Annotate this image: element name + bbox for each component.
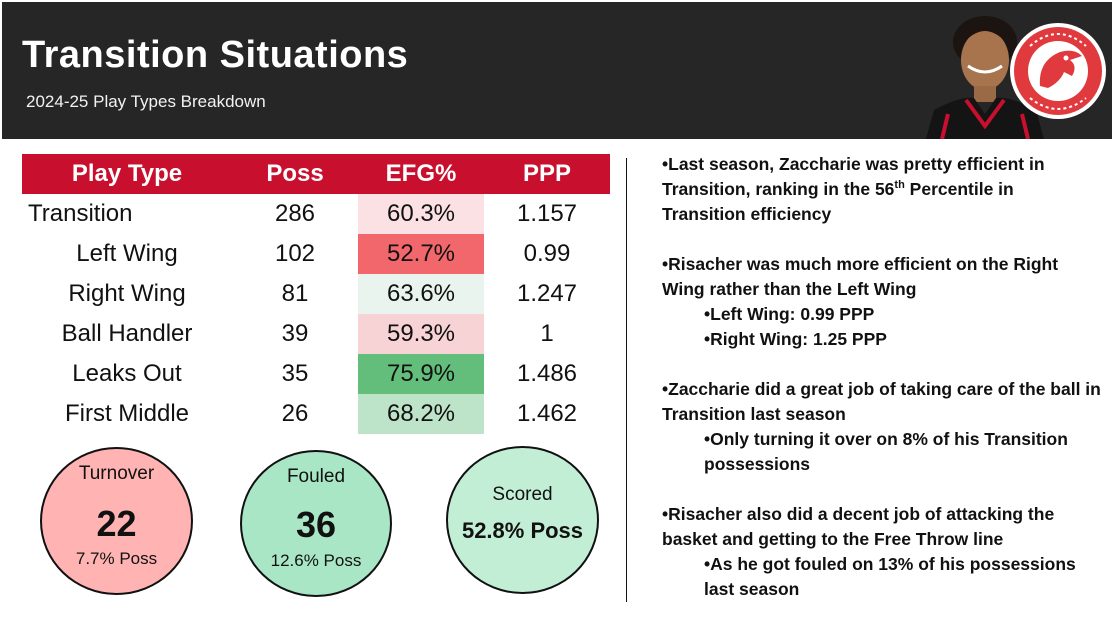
poss-cell: 102 xyxy=(274,240,316,267)
note-foul-rate: •As he got fouled on 13% of his possessi… xyxy=(704,554,1076,599)
turnover-value: 22 xyxy=(96,503,137,544)
page-title: Transition Situations xyxy=(22,34,409,76)
ppp-cell: 1.462 xyxy=(516,400,578,427)
fouled-label: Fouled xyxy=(286,466,346,487)
table-row: Left Wing 102 52.7% 0.99 xyxy=(22,234,610,274)
efg-cell: 68.2% xyxy=(358,394,484,434)
poss-cell: 286 xyxy=(274,200,316,227)
page-subtitle: 2024-25 Play Types Breakdown xyxy=(26,92,266,111)
note-efficiency-text: •Last season, Zaccharie was pretty effic… xyxy=(662,154,1045,199)
play-type-cell: Right Wing xyxy=(68,280,186,307)
column-header-ppp: PPP xyxy=(484,154,610,194)
table-row: Leaks Out 35 75.9% 1.486 xyxy=(22,354,610,394)
poss-cell: 26 xyxy=(281,400,309,427)
note-efficiency: •Last season, Zaccharie was pretty effic… xyxy=(662,152,1102,227)
fouled-value: 36 xyxy=(295,504,337,545)
table-row: First Middle 26 68.2% 1.462 xyxy=(22,394,610,434)
play-type-cell: Transition xyxy=(28,200,133,227)
poss-cell: 35 xyxy=(281,360,309,387)
note-right-wing: •Right Wing: 1.25 PPP xyxy=(704,329,887,349)
hawks-logo xyxy=(1010,23,1106,119)
vertical-divider xyxy=(626,158,627,602)
efg-cell: 63.6% xyxy=(358,274,484,314)
efg-cell: 60.3% xyxy=(358,194,484,234)
poss-cell: 81 xyxy=(281,280,309,307)
note-wings: •Risacher was much more efficient on the… xyxy=(662,254,1059,299)
ppp-cell: 1.486 xyxy=(516,360,578,387)
table-header-row: Play Type Poss EFG% PPP xyxy=(22,154,610,194)
note-left-wing: •Left Wing: 0.99 PPP xyxy=(704,304,875,324)
ppp-cell: 1 xyxy=(540,320,554,347)
column-header-poss: Poss xyxy=(232,154,358,194)
header-banner: Transition Situations 2024-25 Play Types… xyxy=(2,2,1112,139)
play-type-table: Play Type Poss EFG% PPP Transition 286 6… xyxy=(22,154,610,434)
table-row: Transition 286 60.3% 1.157 xyxy=(22,194,610,234)
poss-cell: 39 xyxy=(281,320,309,347)
column-header-efg: EFG% xyxy=(358,154,484,194)
ppp-cell: 1.157 xyxy=(516,200,578,227)
efg-cell: 59.3% xyxy=(358,314,484,354)
scored-label: Scored xyxy=(492,484,553,505)
note-turnover-rate: •Only turning it over on 8% of his Trans… xyxy=(704,429,1068,474)
note-efficiency-text-end: Percentile in Transition efficiency xyxy=(662,179,1014,224)
fouled-sub: 12.6% Poss xyxy=(270,551,362,570)
play-type-cell: First Middle xyxy=(64,400,190,427)
play-type-cell: Leaks Out xyxy=(72,360,182,387)
table-row: Right Wing 81 63.6% 1.247 xyxy=(22,274,610,314)
scored-circle: Scored 52.8% Poss xyxy=(446,446,599,594)
table-row: Ball Handler 39 59.3% 1 xyxy=(22,314,610,354)
turnover-label: Turnover xyxy=(78,463,155,484)
column-header-play-type: Play Type xyxy=(22,154,232,194)
play-type-cell: Left Wing xyxy=(76,240,178,267)
play-type-cell: Ball Handler xyxy=(61,320,193,347)
turnover-circle: Turnover 22 7.7% Poss xyxy=(40,447,193,595)
turnover-sub: 7.7% Poss xyxy=(75,549,158,568)
ppp-cell: 1.247 xyxy=(516,280,578,307)
fouled-circle: Fouled 36 12.6% Poss xyxy=(240,450,392,597)
note-efficiency-suffix: th xyxy=(894,179,905,192)
note-attacking: •Risacher also did a decent job of attac… xyxy=(662,504,1055,549)
efg-cell: 52.7% xyxy=(358,234,484,274)
efg-cell: 75.9% xyxy=(358,354,484,394)
note-ball-care: •Zaccharie did a great job of taking car… xyxy=(662,379,1101,424)
player-photo xyxy=(926,16,1044,139)
scored-value: 52.8% Poss xyxy=(461,518,584,543)
notes-panel: •Last season, Zaccharie was pretty effic… xyxy=(662,152,1102,602)
ppp-cell: 0.99 xyxy=(523,240,571,267)
